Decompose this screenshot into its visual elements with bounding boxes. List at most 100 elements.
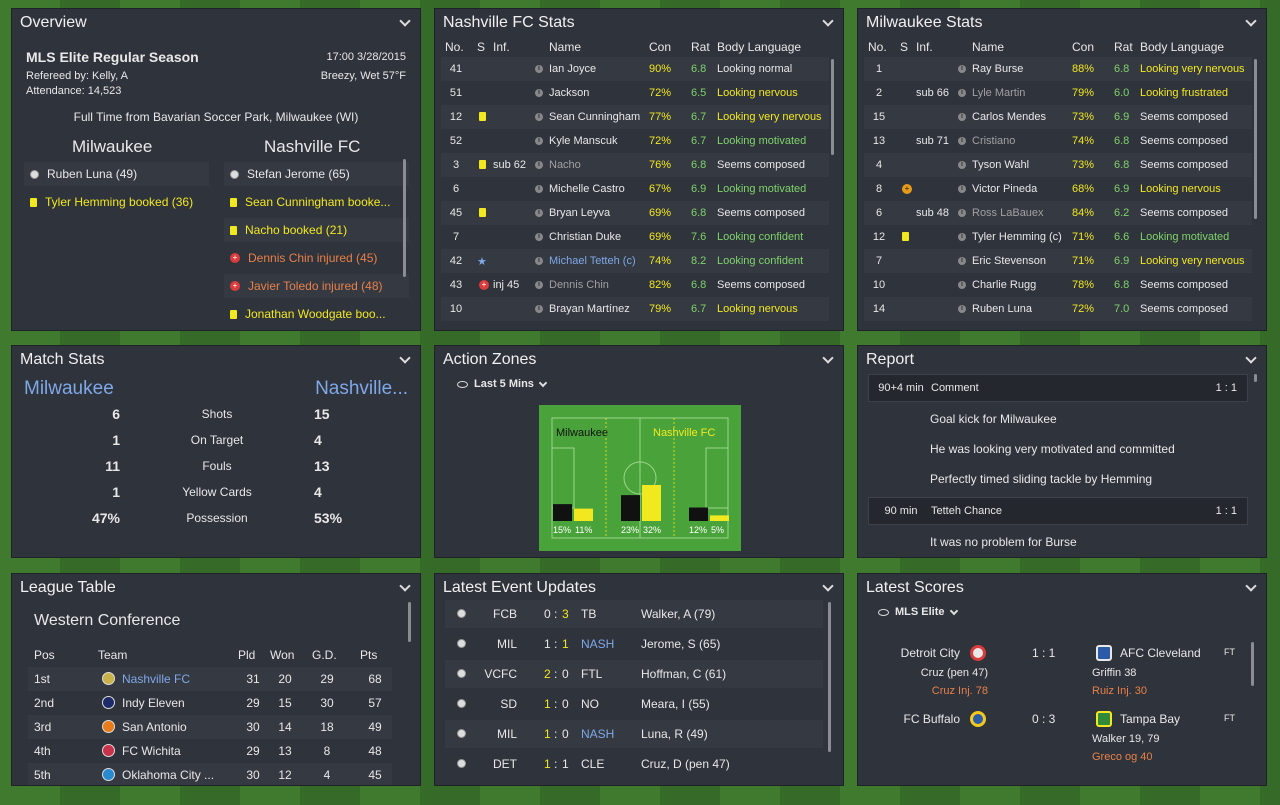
player-row[interactable]: 10 i Brayan Martínez 79% 6.7 Looking nervous <box>441 297 829 321</box>
player-row[interactable]: 52 i Kyle Manscuk 72% 6.7 Looking motivated <box>441 129 829 153</box>
column-header[interactable]: Inf. <box>916 40 933 54</box>
milwaukee-stats-header[interactable]: Milwaukee Stats <box>858 9 1266 37</box>
latest-scores-filter[interactable]: MLS Elite <box>878 606 958 618</box>
info-icon[interactable]: i <box>958 89 966 97</box>
league-row[interactable]: 5th Oklahoma City ... 30 12 4 45 <box>28 763 392 785</box>
player-row[interactable]: 3 sub 62 i Nacho 76% 6.8 Seems composed <box>441 153 829 177</box>
chevron-down-icon[interactable] <box>1244 353 1258 367</box>
action-zones-header[interactable]: Action Zones <box>435 346 843 374</box>
column-header[interactable]: Body Language <box>1140 40 1225 54</box>
event-row[interactable]: VCFC 2:0 FTL Hoffman, C (61) <box>445 660 823 688</box>
info-icon[interactable]: i <box>958 185 966 193</box>
player-row[interactable]: 13 sub 71 i Cristiano 74% 6.8 Seems composed <box>864 129 1252 153</box>
info-icon[interactable]: i <box>535 65 543 73</box>
milwaukee-scrollbar[interactable] <box>1254 59 1257 219</box>
info-icon[interactable]: i <box>535 89 543 97</box>
player-row[interactable]: 45 i Bryan Leyva 69% 6.8 Seems composed <box>441 201 829 225</box>
chevron-down-icon[interactable] <box>398 353 412 367</box>
column-header[interactable]: Con <box>1072 40 1095 54</box>
league-row[interactable]: 1st Nashville FC 31 20 29 68 <box>28 667 392 691</box>
overview-scrollbar[interactable] <box>403 159 406 277</box>
report-event-header[interactable]: 90+4 min Comment 1 : 1 <box>868 374 1248 402</box>
info-icon[interactable]: i <box>958 257 966 265</box>
league-column-header[interactable]: Team <box>98 648 128 662</box>
column-header[interactable]: Con <box>649 40 672 54</box>
chevron-down-icon[interactable] <box>398 581 412 595</box>
column-header[interactable]: Rat <box>1114 40 1133 54</box>
event-row[interactable]: MIL 1:1 NASH Jerome, S (65) <box>445 630 823 658</box>
info-icon[interactable]: i <box>958 137 966 145</box>
league-column-header[interactable]: Pos <box>34 648 55 662</box>
info-icon[interactable]: i <box>535 161 543 169</box>
column-header[interactable]: Name <box>972 40 1005 54</box>
player-row[interactable]: 6 sub 48 i Ross LaBauex 84% 6.2 Seems composed <box>864 201 1252 225</box>
league-column-header[interactable]: Won <box>270 648 295 662</box>
info-icon[interactable]: i <box>535 209 543 217</box>
report-header[interactable]: Report <box>858 346 1266 374</box>
column-header[interactable]: Name <box>549 40 582 54</box>
info-icon[interactable]: i <box>958 161 966 169</box>
info-icon[interactable]: i <box>958 113 966 121</box>
chevron-down-icon[interactable] <box>1244 581 1258 595</box>
column-header[interactable]: Rat <box>691 40 710 54</box>
info-icon[interactable]: i <box>958 65 966 73</box>
nashville-scrollbar[interactable] <box>831 59 834 155</box>
league-column-header[interactable]: G.D. <box>312 648 337 662</box>
player-row[interactable]: 7 i Eric Stevenson 71% 6.9 Looking very nervo… <box>864 249 1252 273</box>
player-row[interactable]: 7 i Christian Duke 69% 7.6 Looking confident <box>441 225 829 249</box>
player-row[interactable]: 12 i Sean Cunningham 77% 6.7 Looking very ner… <box>441 105 829 129</box>
player-row[interactable]: 43 + inj 45 i Dennis Chin 82% 6.8 Seems compose… <box>441 273 829 297</box>
column-header[interactable]: Inf. <box>493 40 510 54</box>
event-row[interactable]: DET 1:1 CLE Cruz, D (pen 47) <box>445 750 823 778</box>
chevron-down-icon[interactable] <box>1244 16 1258 30</box>
info-icon[interactable]: i <box>535 113 543 121</box>
player-row[interactable]: 41 i Ian Joyce 90% 6.8 Looking normal <box>441 57 829 81</box>
player-row[interactable]: 42 ★ i Michael Tetteh (c) 74% 8.2 Looking conf… <box>441 249 829 273</box>
player-row[interactable]: 8 + i Victor Pineda 68% 6.9 Looking nervous <box>864 177 1252 201</box>
league-row[interactable]: 2nd Indy Eleven 29 15 30 57 <box>28 691 392 715</box>
player-row[interactable]: 15 i Carlos Mendes 73% 6.9 Seems composed <box>864 105 1252 129</box>
info-icon[interactable]: i <box>535 281 543 289</box>
player-row[interactable]: 4 i Tyson Wahl 73% 6.8 Seems composed <box>864 153 1252 177</box>
league-table-header[interactable]: League Table <box>12 574 420 602</box>
league-row[interactable]: 3rd San Antonio 30 14 18 49 <box>28 715 392 739</box>
report-scrollbar[interactable] <box>1254 374 1257 382</box>
event-row[interactable]: FCB 0:3 TB Walker, A (79) <box>445 600 823 628</box>
latest-scores-header[interactable]: Latest Scores <box>858 574 1266 602</box>
league-row[interactable]: 4th FC Wichita 29 13 8 48 <box>28 739 392 763</box>
player-row[interactable]: 14 i Ruben Luna 72% 7.0 Seems composed <box>864 297 1252 321</box>
info-icon[interactable]: i <box>535 233 543 241</box>
latest-events-header[interactable]: Latest Event Updates <box>435 574 843 602</box>
info-icon[interactable]: i <box>535 137 543 145</box>
info-icon[interactable]: i <box>958 281 966 289</box>
player-row[interactable]: 10 i Charlie Rugg 78% 6.8 Seems composed <box>864 273 1252 297</box>
info-icon[interactable]: i <box>535 305 543 313</box>
chevron-down-icon[interactable] <box>821 16 835 30</box>
column-header[interactable]: S <box>477 40 486 54</box>
league-column-header[interactable]: Pts <box>360 648 378 662</box>
chevron-down-icon[interactable] <box>398 16 412 30</box>
info-icon[interactable]: i <box>535 257 543 265</box>
event-row[interactable]: MIL 1:0 NASH Luna, R (49) <box>445 720 823 748</box>
chevron-down-icon[interactable] <box>821 581 835 595</box>
league-column-header[interactable]: Pld <box>238 648 256 662</box>
report-event-header[interactable]: 90 min Tetteh Chance 1 : 1 <box>868 497 1248 525</box>
player-row[interactable]: 51 i Jackson 72% 6.5 Looking nervous <box>441 81 829 105</box>
column-header[interactable]: No. <box>445 40 464 54</box>
nashville-stats-header[interactable]: Nashville FC Stats <box>435 9 843 37</box>
info-icon[interactable]: i <box>958 305 966 313</box>
info-icon[interactable]: i <box>958 233 966 241</box>
player-row[interactable]: 6 i Michelle Castro 67% 6.9 Looking motivated <box>441 177 829 201</box>
events-scrollbar[interactable] <box>828 602 831 752</box>
chevron-down-icon[interactable] <box>821 353 835 367</box>
info-icon[interactable]: i <box>535 185 543 193</box>
player-row[interactable]: 1 i Ray Burse 88% 6.8 Looking very nervous <box>864 57 1252 81</box>
column-header[interactable]: Body Language <box>717 40 802 54</box>
action-zones-filter[interactable]: Last 5 Mins <box>457 378 548 390</box>
column-header[interactable]: S <box>900 40 909 54</box>
player-row[interactable]: 12 i Tyler Hemming (c) 71% 6.6 Looking motiva… <box>864 225 1252 249</box>
event-row[interactable]: SD 1:0 NO Meara, I (55) <box>445 690 823 718</box>
player-row[interactable]: 2 sub 66 i Lyle Martin 79% 6.0 Looking frustra… <box>864 81 1252 105</box>
info-icon[interactable]: i <box>958 209 966 217</box>
scores-scrollbar[interactable] <box>1251 642 1254 686</box>
